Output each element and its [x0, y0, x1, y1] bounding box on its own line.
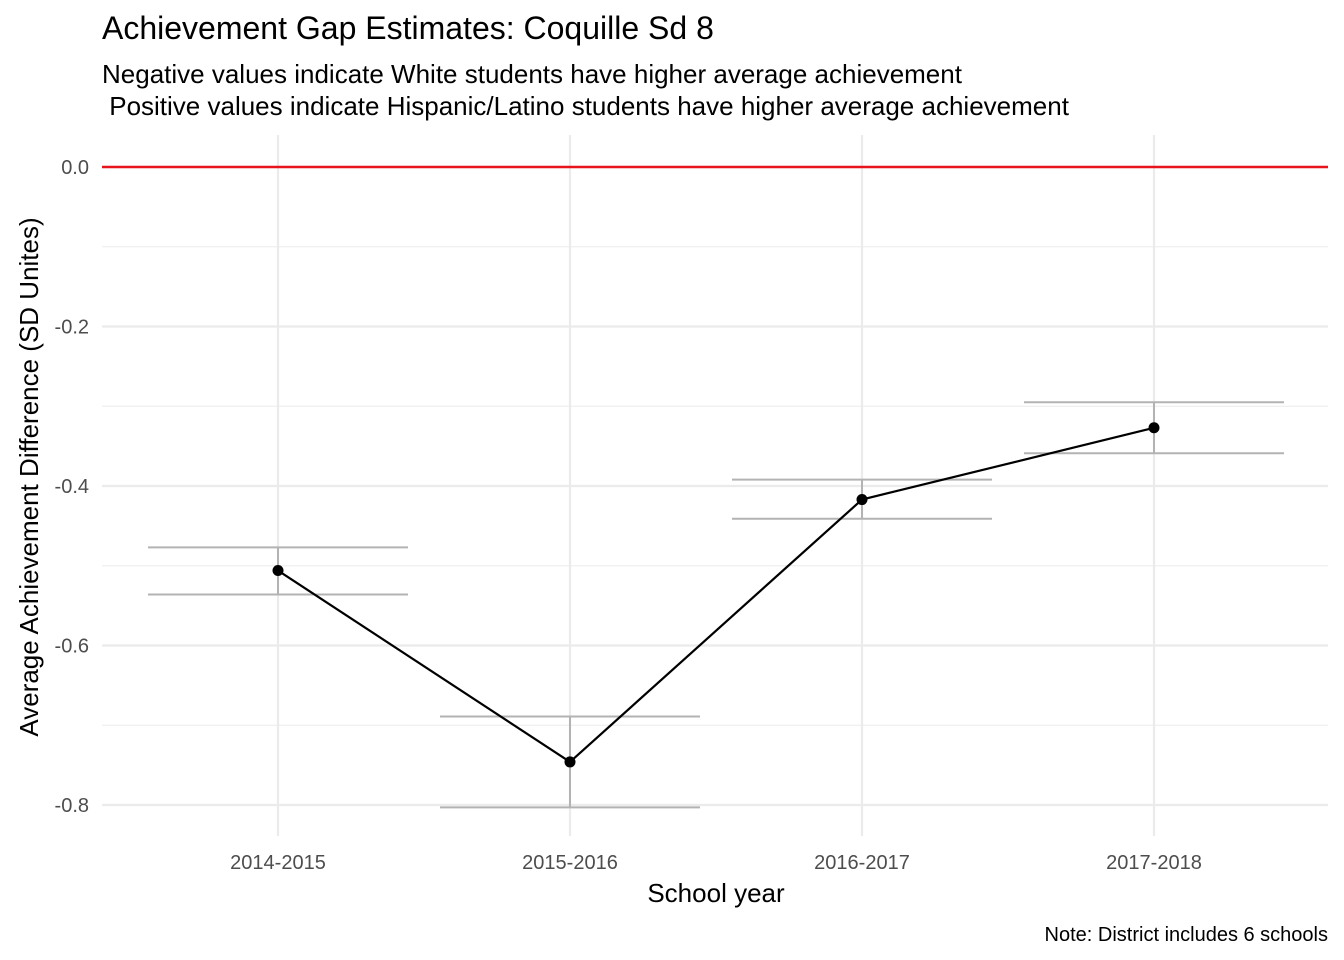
- y-axis-title: Average Achievement Difference (SD Unite…: [14, 217, 44, 736]
- y-tick-label: -0.8: [55, 795, 89, 817]
- x-tick-label: 2016-2017: [814, 852, 910, 874]
- x-axis-ticks: 2014-2015 2015-2016 2016-2017 2017-2018: [230, 852, 1202, 874]
- chart-caption: Note: District includes 6 schools: [1045, 924, 1328, 946]
- error-bars: [148, 401, 1284, 809]
- chart-subtitle: Negative values indicate White students …: [102, 59, 1069, 121]
- x-axis-title: School year: [647, 878, 785, 908]
- series-line: [277, 426, 1155, 764]
- y-axis-ticks: 0.0 -0.2 -0.4 -0.6 -0.8: [55, 157, 89, 817]
- data-point: [272, 565, 284, 577]
- y-tick-label: -0.2: [55, 317, 89, 339]
- data-point: [1148, 422, 1160, 434]
- grid-lines: [102, 135, 1328, 836]
- data-point: [564, 756, 576, 768]
- x-tick-label: 2017-2018: [1106, 852, 1202, 874]
- y-tick-label: -0.6: [55, 636, 89, 658]
- x-tick-label: 2014-2015: [230, 852, 326, 874]
- data-points: [272, 422, 1160, 768]
- chart-title: Achievement Gap Estimates: Coquille Sd 8: [102, 10, 714, 46]
- data-point: [856, 494, 868, 506]
- y-tick-label: -0.4: [55, 476, 89, 498]
- series-line-group: [277, 426, 1155, 764]
- x-tick-label: 2015-2016: [522, 852, 618, 874]
- y-tick-label: 0.0: [61, 157, 89, 179]
